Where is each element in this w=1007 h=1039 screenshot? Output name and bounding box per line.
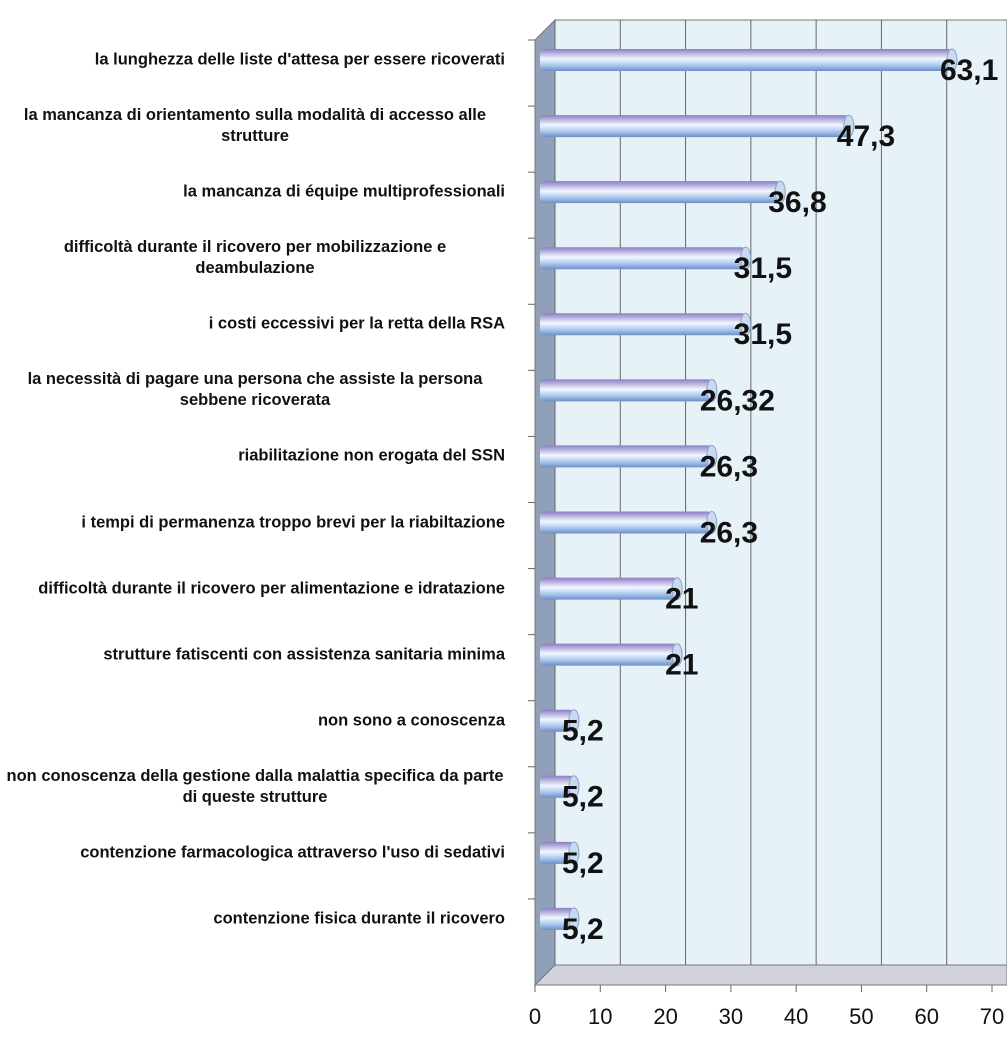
value-label: 26,3	[700, 516, 758, 549]
bar	[540, 907, 574, 930]
category-text: difficoltà durante il ricovero per mobil…	[63, 238, 447, 278]
category-text: strutture fatiscenti con assistenza sani…	[103, 645, 505, 664]
bar-cap	[706, 444, 718, 468]
value-label: 47,3	[837, 120, 895, 153]
category-label: la lunghezza delle liste d'attesa per es…	[5, 50, 505, 71]
bar	[540, 445, 712, 468]
category-label: strutture fatiscenti con assistenza sani…	[5, 644, 505, 665]
value-label: 63,1	[940, 54, 998, 87]
category-label: contenzione fisica durante il ricovero	[5, 908, 505, 929]
bar	[540, 841, 574, 864]
value-label: 31,5	[734, 318, 792, 351]
category-text: non conoscenza della gestione dalla mala…	[6, 766, 504, 806]
category-label: difficoltà durante il ricovero per alime…	[5, 578, 505, 599]
category-label: la necessità di pagare una persona che a…	[5, 369, 505, 411]
value-label: 21	[665, 582, 698, 615]
value-label: 26,3	[700, 450, 758, 483]
category-text: riabilitazione non erogata del SSN	[238, 446, 505, 465]
category-label: difficoltà durante il ricovero per mobil…	[5, 237, 505, 279]
x-tick-label: 30	[719, 1004, 743, 1029]
value-label: 36,8	[768, 186, 826, 219]
value-label: 31,5	[734, 252, 792, 285]
category-label: non sono a conoscenza	[5, 710, 505, 731]
x-tick-label: 40	[784, 1004, 808, 1029]
category-text: difficoltà durante il ricovero per alime…	[38, 579, 505, 598]
bar	[540, 775, 574, 798]
value-label: 26,32	[700, 384, 775, 417]
category-text: la lunghezza delle liste d'attesa per es…	[94, 50, 505, 69]
bar-cap	[568, 709, 580, 733]
bar-cap	[946, 48, 958, 72]
bar-cap	[671, 577, 683, 601]
bar	[540, 511, 712, 534]
value-label: 5,2	[562, 715, 604, 748]
back-wall	[554, 19, 1007, 966]
bar-cap	[740, 312, 752, 336]
x-tick-label: 70	[980, 1004, 1004, 1029]
category-label: i tempi di permanenza troppo brevi per l…	[5, 512, 505, 533]
bar	[540, 709, 574, 732]
category-text: contenzione farmacologica attraverso l'u…	[80, 843, 505, 862]
bar-cap	[568, 775, 580, 799]
bar-cap	[774, 180, 786, 204]
bar	[540, 181, 781, 204]
value-label: 21	[665, 649, 698, 682]
x-tick-label: 0	[529, 1004, 541, 1029]
category-text: i costi eccessivi per la retta della RSA	[208, 314, 505, 333]
value-label: 5,2	[562, 847, 604, 880]
bar	[540, 247, 746, 270]
category-label: i costi eccessivi per la retta della RSA	[5, 314, 505, 335]
bar-cap	[843, 114, 855, 138]
bar	[540, 49, 952, 71]
category-text: la mancanza di orientamento sulla modali…	[23, 106, 487, 146]
value-label: 5,2	[562, 913, 604, 946]
value-label: 5,2	[562, 781, 604, 814]
bar-cap	[706, 378, 718, 402]
category-text: la mancanza di équipe multiprofessionali	[183, 182, 505, 201]
category-label: la mancanza di équipe multiprofessionali	[5, 182, 505, 203]
bar-cap	[671, 643, 683, 667]
x-tick-label: 50	[849, 1004, 873, 1029]
category-label: la mancanza di orientamento sulla modali…	[5, 105, 505, 147]
category-text: contenzione fisica durante il ricovero	[213, 909, 505, 928]
bar	[540, 577, 678, 600]
x-tick-label: 60	[914, 1004, 938, 1029]
bar	[540, 115, 849, 138]
category-text: non sono a conoscenza	[317, 711, 505, 730]
bar	[540, 643, 678, 666]
bar-cap	[568, 907, 580, 931]
bar-cap	[740, 246, 752, 270]
side-wall	[534, 18, 556, 987]
category-text: la necessità di pagare una persona che a…	[27, 370, 483, 410]
floor	[533, 964, 1007, 986]
category-text: i tempi di permanenza troppo brevi per l…	[81, 513, 505, 531]
category-label: contenzione farmacologica attraverso l'u…	[5, 842, 505, 863]
bar-cap	[706, 511, 718, 534]
bar-cap	[568, 841, 580, 865]
bar	[540, 379, 712, 402]
x-tick-label: 20	[653, 1004, 677, 1029]
x-tick-label: 10	[588, 1004, 612, 1029]
category-label: riabilitazione non erogata del SSN	[5, 446, 505, 467]
bar	[540, 313, 746, 336]
category-label: non conoscenza della gestione dalla mala…	[5, 766, 505, 808]
